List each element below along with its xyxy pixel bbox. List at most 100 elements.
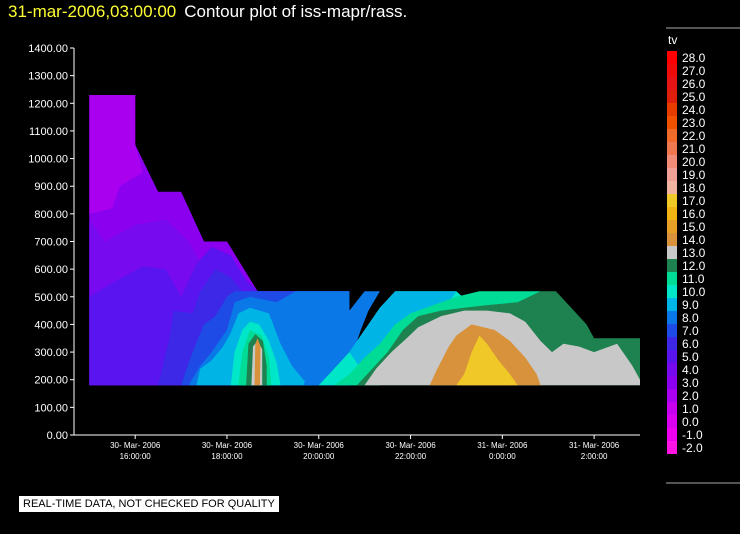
x-tick-time: 0:00:00	[489, 452, 516, 461]
colorbar-swatch	[667, 259, 677, 272]
x-tick-time: 18:00:00	[211, 452, 243, 461]
colorbar-swatch	[667, 51, 677, 64]
quality-note: REAL-TIME DATA, NOT CHECKED FOR QUALITY	[19, 496, 279, 512]
colorbar-level-label: 7.0	[682, 324, 699, 338]
colorbar-level-label: 26.0	[682, 77, 706, 91]
colorbar-level-label: 27.0	[682, 64, 706, 78]
colorbar-label: tv	[668, 33, 677, 47]
colorbar-level-label: 16.0	[682, 207, 706, 221]
colorbar-swatch	[667, 324, 677, 337]
colorbar-swatch	[667, 350, 677, 363]
colorbar-swatch	[667, 77, 677, 90]
colorbar-swatch	[667, 363, 677, 376]
contour-region-1	[89, 95, 143, 214]
y-tick-label: 1100.00	[29, 126, 68, 138]
colorbar: tv 28.027.026.025.024.023.022.021.020.019…	[666, 27, 740, 484]
colorbar-swatch	[667, 155, 677, 168]
colorbar-level-label: 17.0	[682, 194, 706, 208]
colorbar-level-label: 15.0	[682, 220, 706, 234]
colorbar-level-label: 2.0	[682, 389, 699, 403]
colorbar-level-label: -2.0	[682, 441, 703, 455]
colorbar-swatch	[667, 285, 677, 298]
colorbar-level-label: 1.0	[682, 402, 699, 416]
y-tick-label: 500.00	[34, 292, 68, 304]
y-tick-label: 1000.00	[28, 154, 68, 166]
colorbar-level-label: 21.0	[682, 142, 706, 156]
y-tick-label: 0.00	[47, 430, 68, 442]
colorbar-level-label: 22.0	[682, 129, 706, 143]
colorbar-swatch	[667, 428, 677, 441]
axes: 1400.00 1300.00 1200.00 1100.00 1000.00 900.0…	[28, 43, 640, 461]
y-tick-label: 700.00	[34, 237, 68, 249]
colorbar-level-label: 5.0	[682, 350, 699, 364]
colorbar-swatch	[667, 441, 677, 454]
colorbar-level-label: 19.0	[682, 168, 706, 182]
timestamp: 31-mar-2006,03:00:00	[8, 2, 177, 21]
colorbar-level-label: 20.0	[682, 155, 706, 169]
contour-region-20	[456, 335, 518, 386]
y-tick-label: 600.00	[34, 264, 68, 276]
colorbar-level-label: 0.0	[682, 415, 699, 429]
colorbar-swatch	[667, 129, 677, 142]
colorbar-level-label: 24.0	[682, 103, 706, 117]
colorbar-swatch	[667, 415, 677, 428]
colorbar-swatch	[667, 103, 677, 116]
x-tick-date: 30- Mar- 2006	[110, 441, 161, 450]
colorbar-level-label: 13.0	[682, 246, 706, 260]
y-tick-label: 100.00	[34, 402, 68, 414]
x-tick-date: 30- Mar- 2006	[294, 441, 345, 450]
x-tick-date: 31- Mar- 2006	[569, 441, 620, 450]
colorbar-swatch	[667, 246, 677, 259]
colorbar-swatch	[667, 233, 677, 246]
colorbar-swatch	[667, 116, 677, 129]
colorbar-swatch	[667, 168, 677, 181]
colorbar-level-label: 4.0	[682, 363, 699, 377]
chart-title: Contour plot of iss-mapr/rass.	[184, 2, 408, 21]
y-tick-label: 1200.00	[28, 98, 68, 110]
colorbar-level-label: -1.0	[682, 428, 703, 442]
y-tick-label: 1400.00	[28, 43, 68, 55]
y-tick-label: 1300.00	[28, 71, 68, 83]
colorbar-level-label: 12.0	[682, 259, 706, 273]
colorbar-swatch	[667, 272, 677, 285]
y-tick-label: 200.00	[34, 375, 68, 387]
colorbar-swatch	[667, 298, 677, 311]
colorbar-swatch	[667, 376, 677, 389]
x-tick-time: 2:00:00	[581, 452, 608, 461]
colorbar-swatch	[667, 337, 677, 350]
colorbar-swatch	[667, 402, 677, 415]
x-tick-time: 22:00:00	[395, 452, 427, 461]
x-tick-date: 30- Mar- 2006	[202, 441, 253, 450]
colorbar-level-label: 18.0	[682, 181, 706, 195]
chart-header: 31-mar-2006,03:00:00 Contour plot of iss-…	[8, 2, 407, 22]
x-tick-date: 31- Mar- 2006	[477, 441, 528, 450]
colorbar-level-label: 14.0	[682, 233, 706, 247]
y-tick-label: 900.00	[34, 181, 68, 193]
colorbar-swatch	[667, 181, 677, 194]
colorbar-swatch	[667, 311, 677, 324]
colorbar-level-label: 9.0	[682, 298, 699, 312]
y-tick-label: 800.00	[34, 209, 68, 221]
colorbar-swatch	[667, 207, 677, 220]
colorbar-level-label: 8.0	[682, 311, 699, 325]
contour-region-12	[254, 338, 261, 386]
colorbar-level-label: 23.0	[682, 116, 706, 130]
contour-region-13	[303, 291, 380, 386]
x-tick-date: 30- Mar- 2006	[385, 441, 436, 450]
colorbar-level-label: 28.0	[682, 51, 706, 65]
colorbar-level-label: 10.0	[682, 285, 706, 299]
colorbar-swatch	[667, 389, 677, 402]
colorbar-swatch	[667, 220, 677, 233]
x-tick-time: 16:00:00	[120, 452, 152, 461]
contour-regions	[89, 95, 640, 386]
colorbar-level-label: 3.0	[682, 376, 699, 390]
x-tick-time: 20:00:00	[303, 452, 335, 461]
colorbar-level-label: 6.0	[682, 337, 699, 351]
y-tick-label: 400.00	[34, 319, 68, 331]
y-tick-label: 300.00	[34, 347, 68, 359]
colorbar-swatch	[667, 90, 677, 103]
colorbar-level-label: 11.0	[682, 272, 705, 286]
colorbar-level-label: 25.0	[682, 90, 706, 104]
colorbar-swatch	[667, 64, 677, 77]
